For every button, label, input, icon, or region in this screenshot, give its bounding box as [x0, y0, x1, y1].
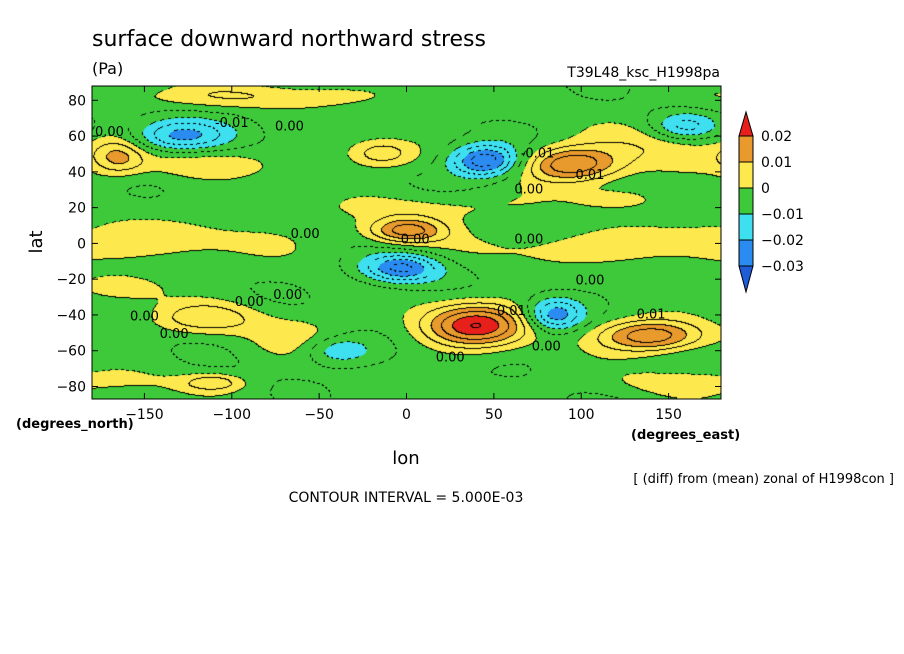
x-tick-label: 100 — [568, 407, 595, 423]
contour-interval: CONTOUR INTERVAL = 5.000E-03 — [289, 490, 524, 506]
contour-label: 0.00 — [532, 340, 561, 355]
colorbar-bottom-triangle — [738, 265, 754, 294]
colorbar-top-triangle — [738, 110, 754, 137]
y-tick-label: 40 — [68, 165, 86, 181]
contour-label: 0.00 — [436, 350, 465, 365]
x-tick-label: −50 — [304, 407, 334, 423]
y-tick-label: −80 — [56, 379, 86, 395]
colorbar-segment — [738, 187, 754, 215]
y-tick-label: 20 — [68, 201, 86, 217]
contour-label: 0.00 — [514, 232, 543, 247]
y-tick-label: 80 — [68, 93, 86, 109]
colorbar-segment — [738, 161, 754, 189]
contour-label: 0.01 — [637, 308, 666, 323]
dataset-label: T39L48_ksc_H1998pa — [566, 65, 720, 81]
contour-label: 0.00 — [273, 288, 302, 303]
contour-label: 0.00 — [291, 227, 320, 242]
y-tick-label: −60 — [56, 344, 86, 360]
contour-label: 0.00 — [514, 182, 543, 197]
contour-label: -0.01 — [215, 116, 249, 131]
contour-label: 0.00 — [575, 274, 604, 289]
y-axis-title: lat — [26, 230, 47, 253]
contour-label: 0.00 — [275, 120, 304, 135]
x-tick-label: −150 — [125, 407, 163, 423]
contour-label: 0.01 — [497, 304, 526, 319]
colorbar-label: −0.02 — [761, 233, 804, 249]
x-unit-label: (degrees_east) — [631, 428, 740, 443]
contour-label: 0.00 — [235, 295, 264, 310]
contour-label: -0.01 — [521, 147, 555, 162]
x-axis: −150 −100 −50 0 50 100 150 — [125, 86, 682, 423]
colorbar-label: −0.03 — [761, 259, 804, 275]
contour-label: 0.00 — [401, 232, 430, 247]
colorbar: 0.02 0.01 0 −0.01 −0.02 −0.03 — [738, 110, 804, 294]
colorbar-segment — [738, 239, 754, 267]
chart-title: surface downward northward stress — [92, 27, 486, 52]
y-tick-label: 0 — [77, 236, 86, 252]
x-tick-label: −100 — [213, 407, 251, 423]
y-tick-label: −20 — [56, 272, 86, 288]
stress-field-raster — [92, 86, 721, 399]
contour-label: 0.00 — [130, 309, 159, 324]
y-unit-label: (degrees_north) — [16, 417, 134, 432]
y-axis: −80 −60 −40 −20 0 20 40 60 80 — [56, 93, 721, 395]
contour-label: 0.00 — [160, 327, 189, 342]
x-tick-label: 50 — [485, 407, 503, 423]
contour-label: 0.01 — [575, 168, 604, 183]
x-tick-label: 150 — [655, 407, 682, 423]
plot-area: 0.00-0.01 0.000.00 0.00-0.010.010.000.000.… — [91, 85, 722, 400]
colorbar-label: −0.01 — [761, 207, 804, 223]
contour-label: 0.00 — [95, 125, 124, 140]
x-axis-title: lon — [392, 448, 419, 469]
x-tick-label: 0 — [402, 407, 411, 423]
y-tick-label: −40 — [56, 308, 86, 324]
colorbar-label: 0 — [761, 181, 770, 197]
colorbar-label: 0.01 — [761, 155, 792, 171]
colorbar-label: 0.02 — [761, 129, 792, 145]
colorbar-segment — [738, 213, 754, 241]
y-tick-label: 60 — [68, 129, 86, 145]
chart-units: (Pa) — [92, 59, 123, 78]
colorbar-segment — [738, 135, 754, 163]
diff-note: [ (diff) from (mean) zonal of H1998con ] — [633, 472, 894, 487]
contour-labels: 0.00-0.01 0.000.00 0.00-0.010.010.000.000.… — [95, 116, 666, 365]
